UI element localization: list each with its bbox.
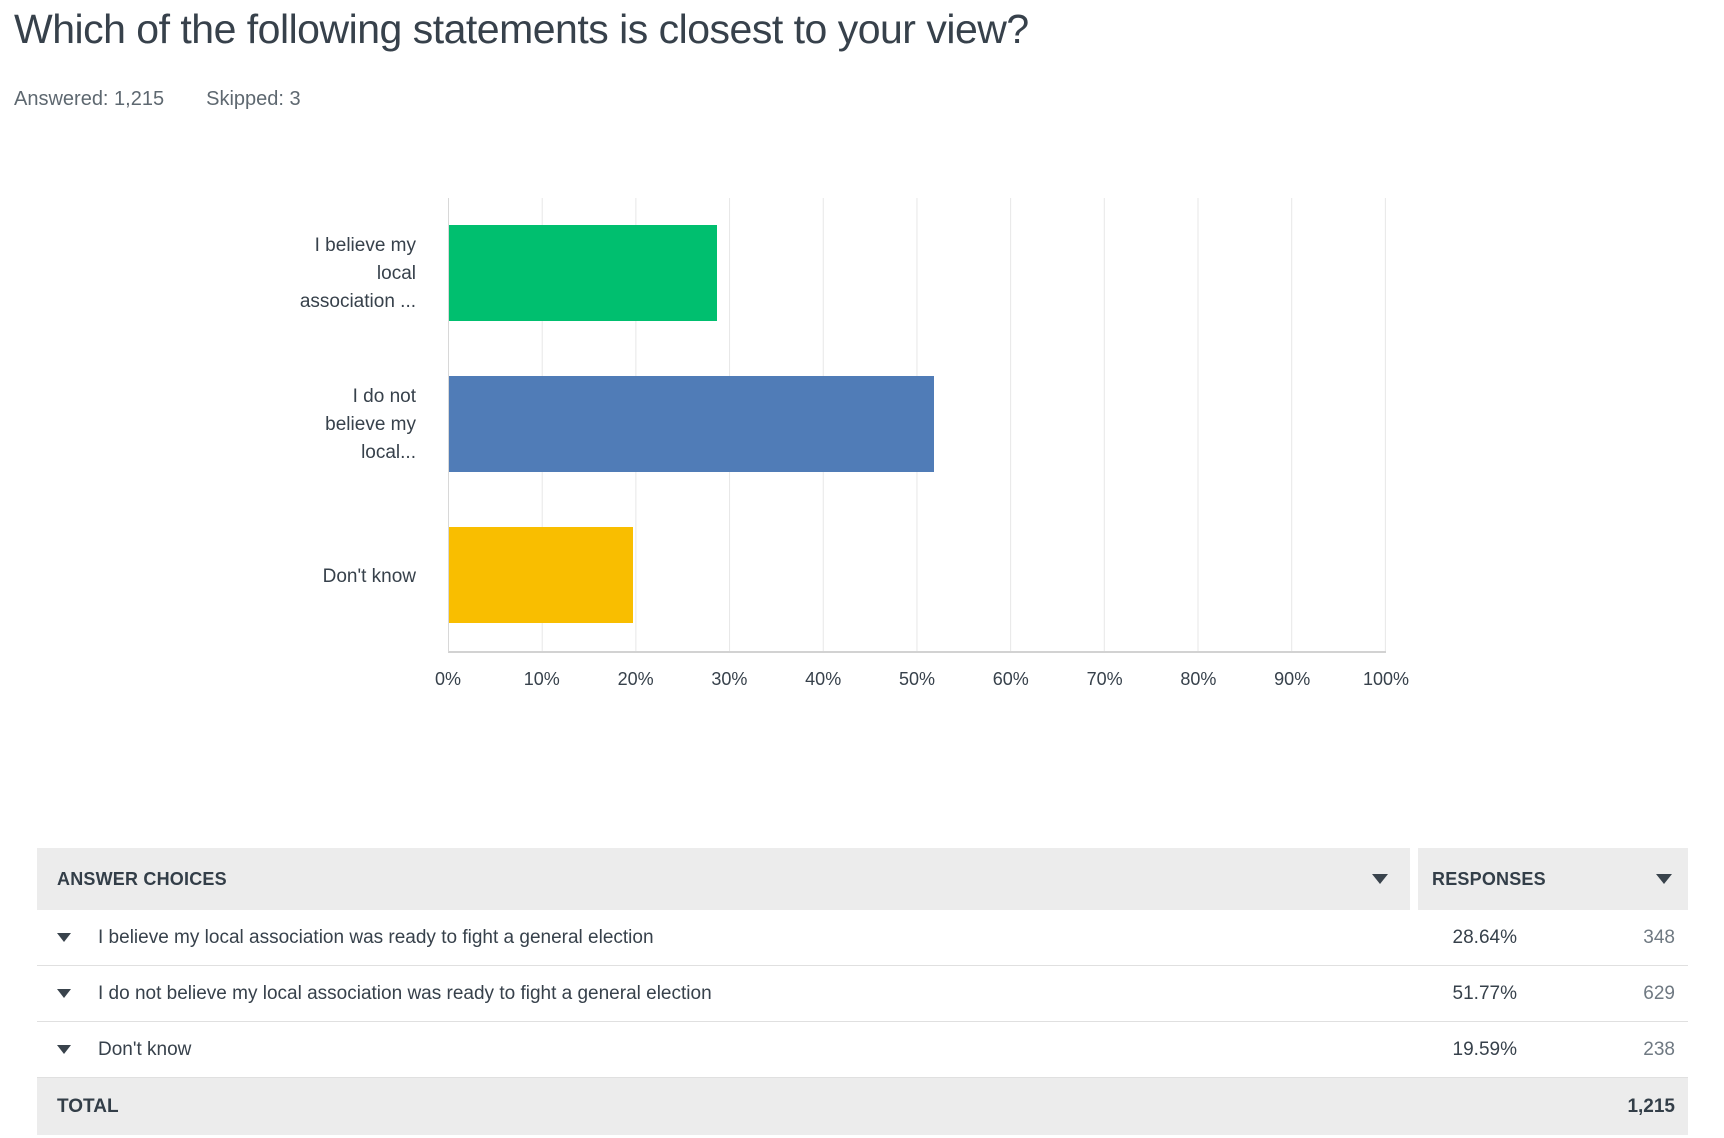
answer-count: 238 [1643,1038,1675,1060]
x-axis-tick: 50% [898,669,936,689]
bar-band [449,198,1386,349]
table-header-row: ANSWER CHOICES RESPONSES [37,848,1688,910]
responses-header-cell: RESPONSES [1418,848,1688,910]
answer-count: 629 [1643,982,1675,1004]
bar-band [449,500,1386,651]
answer-percent: 51.77% [1452,982,1517,1004]
plot-area [448,198,1386,653]
x-axis-tick: 80% [1180,669,1217,689]
x-axis-tick: 90% [1274,669,1311,689]
answer-percent: 19.59% [1452,1038,1517,1060]
total-value: 1,215 [1627,1095,1675,1117]
x-axis-tick: 20% [617,669,654,689]
answer-choices-header-label: ANSWER CHOICES [57,868,227,889]
horizontal-bar-chart: I believe my local association ... I do not… [0,198,1409,699]
plot-bands [449,198,1386,651]
responses-sort-icon[interactable] [1656,874,1672,884]
total-label: TOTAL [57,1095,119,1117]
x-axis-tick: 40% [805,669,842,689]
bar-category-label: I do not believe my local... [325,386,416,464]
response-meta: Answered: 1,215 Skipped: 3 [14,88,301,111]
answer-text: I do not believe my local association wa… [98,982,712,1004]
answer-choices-header-cell: ANSWER CHOICES [37,848,1410,910]
table-row: Don't know 19.59% 238 [37,1022,1688,1078]
x-axis: 0% 10% 20% 30% 40% 50% 60% 70% 80% 90% 100% [435,669,1409,699]
x-axis-tick: 10% [523,669,560,689]
bar-band [449,349,1386,500]
x-axis-tick: 70% [1086,669,1123,689]
table-row: I believe my local association was ready… [37,910,1688,966]
answer-percent: 28.64% [1452,926,1517,948]
expand-row-icon[interactable] [57,933,71,942]
skipped-count: Skipped: 3 [206,88,301,110]
results-table: ANSWER CHOICES RESPONSES I believe my lo… [37,848,1688,1135]
page-title: Which of the following statements is clo… [14,6,1029,52]
answer-text: Don't know [98,1038,192,1060]
answer-choices-sort-icon[interactable] [1372,874,1388,884]
expand-row-icon[interactable] [57,1045,71,1054]
bar-2 [449,527,633,624]
answer-count: 348 [1643,926,1675,948]
x-axis-tick: 100% [1362,669,1410,689]
bar-category-label: I believe my local association ... [299,234,416,312]
bar-0 [449,225,718,322]
x-axis-tick: 30% [711,669,748,689]
responses-header-label: RESPONSES [1432,868,1546,889]
answered-count: Answered: 1,215 [14,88,165,110]
expand-row-icon[interactable] [57,989,71,998]
x-axis-tick: 60% [992,669,1029,689]
x-axis-tick: 0% [434,669,462,689]
bar-category-label: Don't know [322,566,416,588]
category-labels: I believe my local association ... I do not… [0,198,432,653]
table-total-row: TOTAL 1,215 [37,1078,1688,1135]
table-row: I do not believe my local association wa… [37,966,1688,1022]
answer-text: I believe my local association was ready… [98,926,654,948]
bar-1 [449,376,935,473]
